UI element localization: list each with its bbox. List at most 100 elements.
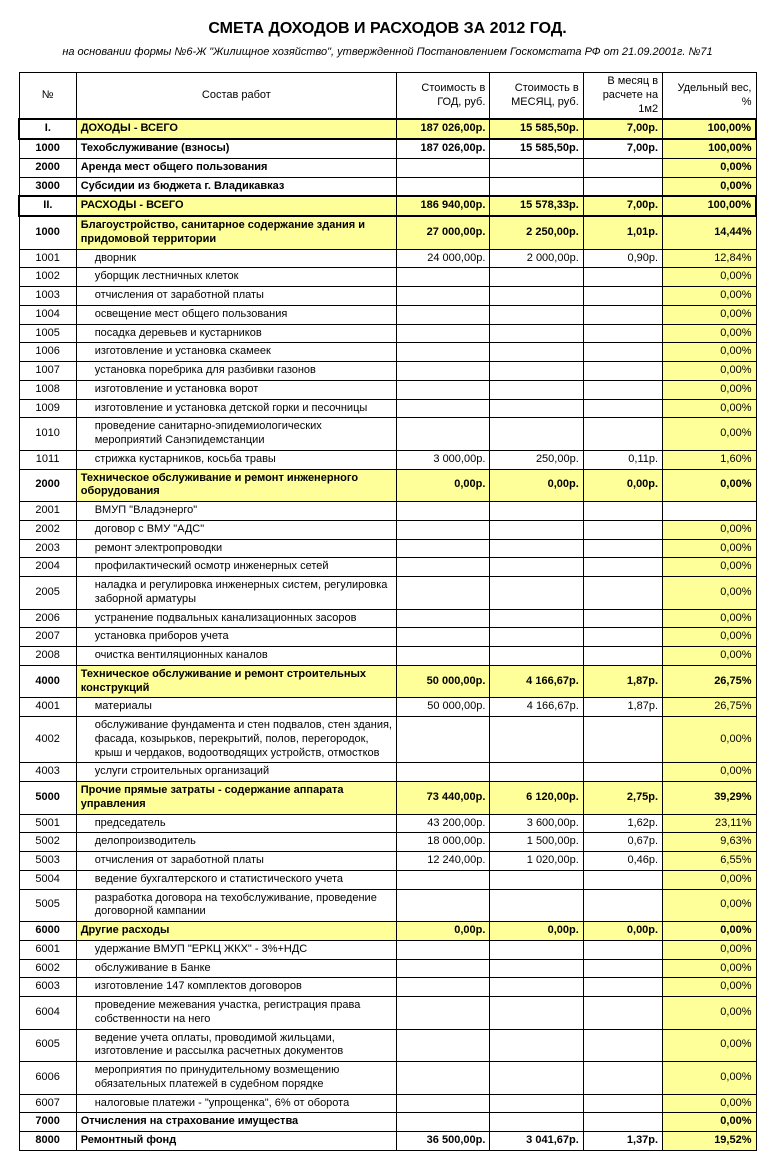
header-num: № [19, 73, 76, 120]
cell: проведение межевания участка, регистраци… [76, 997, 396, 1030]
cell [583, 380, 662, 399]
cell: услуги строительных организаций [76, 763, 396, 782]
cell [490, 763, 583, 782]
cell [490, 889, 583, 922]
cell: 0,00% [663, 469, 756, 502]
table-row: 4002обслуживание фундамента и стен подва… [19, 717, 756, 763]
cell: 26,75% [663, 698, 756, 717]
cell: 3 041,67р. [490, 1132, 583, 1151]
table-row: 6004проведение межевания участка, регист… [19, 997, 756, 1030]
cell [583, 1029, 662, 1062]
cell: 4001 [19, 698, 76, 717]
cell: 1,87р. [583, 665, 662, 698]
cell [397, 520, 490, 539]
cell: Аренда мест общего пользования [76, 158, 396, 177]
table-row: 6005ведение учета оплаты, проводимой жил… [19, 1029, 756, 1062]
cell: Отчисления на страхование имущества [76, 1113, 396, 1132]
cell [397, 268, 490, 287]
cell [490, 380, 583, 399]
table-row: 1007установка поребрика для разбивки газ… [19, 362, 756, 381]
cell [397, 177, 490, 196]
header-month: Стоимость в МЕСЯЦ, руб. [490, 73, 583, 120]
table-row: 5002делопроизводитель18 000,00р.1 500,00… [19, 833, 756, 852]
cell: отчисления от заработной платы [76, 287, 396, 306]
cell [490, 959, 583, 978]
cell [583, 717, 662, 763]
cell [397, 1113, 490, 1132]
cell [397, 1029, 490, 1062]
cell: очистка вентиляционных каналов [76, 647, 396, 666]
cell [397, 305, 490, 324]
cell: 0,67р. [583, 833, 662, 852]
cell: 2,75р. [583, 782, 662, 815]
cell [583, 647, 662, 666]
cell: 0,00% [663, 647, 756, 666]
cell: 12 240,00р. [397, 852, 490, 871]
cell: ведение бухгалтерского и статистического… [76, 870, 396, 889]
cell [397, 399, 490, 418]
cell: 4000 [19, 665, 76, 698]
cell: 0,00% [663, 577, 756, 610]
cell: 2005 [19, 577, 76, 610]
cell: Техобслуживание (взносы) [76, 139, 396, 158]
cell: 0,00% [663, 978, 756, 997]
table-row: 5005разработка договора на техобслуживан… [19, 889, 756, 922]
cell [583, 577, 662, 610]
cell [583, 177, 662, 196]
cell: проведение санитарно-эпидемиологических … [76, 418, 396, 451]
cell: 1004 [19, 305, 76, 324]
cell [583, 520, 662, 539]
table-row: 2004профилактический осмотр инженерных с… [19, 558, 756, 577]
cell: 73 440,00р. [397, 782, 490, 815]
cell: делопроизводитель [76, 833, 396, 852]
cell [583, 1062, 662, 1095]
cell: 1 500,00р. [490, 833, 583, 852]
cell [490, 502, 583, 521]
cell [397, 502, 490, 521]
cell: 186 940,00р. [397, 196, 490, 216]
cell [397, 628, 490, 647]
cell: Благоустройство, санитарное содержание з… [76, 216, 396, 249]
cell: посадка деревьев и кустарников [76, 324, 396, 343]
cell: 15 578,33р. [490, 196, 583, 216]
cell [397, 577, 490, 610]
cell: обслуживание фундамента и стен подвалов,… [76, 717, 396, 763]
cell [397, 997, 490, 1030]
table-row: 8000Ремонтный фонд36 500,00р.3 041,67р.1… [19, 1132, 756, 1151]
cell: 1000 [19, 216, 76, 249]
cell: 5002 [19, 833, 76, 852]
cell: 2007 [19, 628, 76, 647]
cell: 2001 [19, 502, 76, 521]
cell: 1002 [19, 268, 76, 287]
cell: 14,44% [663, 216, 756, 249]
cell [490, 647, 583, 666]
cell: 5000 [19, 782, 76, 815]
cell [583, 889, 662, 922]
cell [583, 362, 662, 381]
table-row: 1000Благоустройство, санитарное содержан… [19, 216, 756, 249]
cell: 1,60% [663, 450, 756, 469]
cell: 1000 [19, 139, 76, 158]
cell [490, 609, 583, 628]
cell [583, 558, 662, 577]
cell [583, 1094, 662, 1113]
cell [583, 870, 662, 889]
cell [583, 978, 662, 997]
cell: 1006 [19, 343, 76, 362]
cell: 3 000,00р. [397, 450, 490, 469]
cell: 19,52% [663, 1132, 756, 1151]
cell: 6006 [19, 1062, 76, 1095]
cell [397, 343, 490, 362]
cell: 3 600,00р. [490, 814, 583, 833]
cell [397, 959, 490, 978]
cell: обслуживание в Банке [76, 959, 396, 978]
cell [397, 609, 490, 628]
cell: 0,00р. [583, 469, 662, 502]
cell: 0,00% [663, 959, 756, 978]
cell: 0,00% [663, 399, 756, 418]
cell: 6,55% [663, 852, 756, 871]
cell: 0,00% [663, 324, 756, 343]
table-row: 1010проведение санитарно-эпидемиологичес… [19, 418, 756, 451]
cell: 100,00% [663, 119, 756, 139]
cell [490, 158, 583, 177]
